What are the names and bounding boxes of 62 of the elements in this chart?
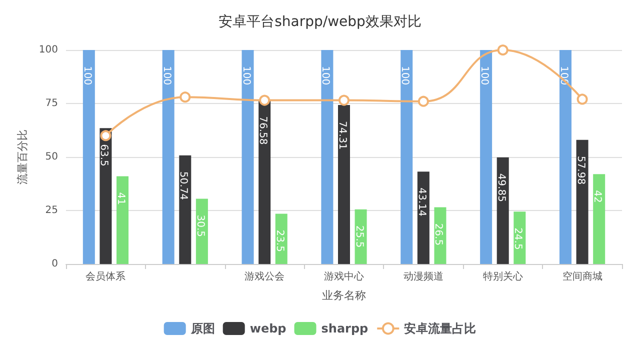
bar — [242, 50, 254, 264]
data-label: 74.31 — [336, 120, 348, 150]
bar — [258, 100, 271, 264]
point — [100, 130, 112, 142]
bar — [338, 104, 350, 264]
data-label: 100 — [240, 66, 252, 86]
chart-title: 安卓平台sharpp/webp效果对比 — [218, 14, 422, 30]
data-label: 100 — [478, 66, 490, 86]
data-label: 41 — [115, 192, 126, 205]
data-label: 42 — [592, 190, 603, 203]
x-tick-label: 游戏中心 — [324, 270, 364, 282]
bar — [593, 174, 606, 264]
point — [576, 94, 588, 105]
data-label: 30.5 — [194, 214, 206, 237]
data-label: 25.5 — [353, 225, 364, 248]
y-tick-label: 75 — [45, 98, 58, 109]
bar — [559, 50, 572, 264]
data-label: 24.5 — [512, 228, 524, 250]
data-label: 50.74 — [178, 171, 189, 200]
x-tick-label: 动漫频道 — [403, 270, 444, 282]
data-label: 100 — [160, 66, 172, 86]
bar — [179, 155, 192, 264]
data-label: 43.14 — [416, 188, 427, 216]
bar — [576, 140, 588, 264]
legend-label: webp — [250, 322, 287, 336]
bar — [496, 157, 509, 264]
y-tick-label: 100 — [38, 44, 58, 56]
data-label: 100 — [399, 66, 410, 86]
point — [180, 92, 191, 103]
point — [497, 44, 508, 56]
legend-label: 原图 — [190, 322, 215, 336]
point — [259, 94, 270, 106]
bar — [321, 50, 334, 264]
y-axis-title: 流量百分比 — [16, 130, 30, 184]
bar — [162, 50, 174, 264]
bar — [82, 50, 95, 264]
data-label: 49.85 — [495, 173, 506, 202]
point — [418, 96, 429, 107]
x-tick-label: 游戏公会 — [244, 270, 285, 282]
legend-label: sharpp — [321, 322, 369, 336]
bar — [100, 128, 112, 264]
bar — [400, 50, 413, 264]
x-tick-label: 空间商城 — [562, 270, 602, 282]
data-label: 26.5 — [432, 223, 444, 246]
x-tick-label: 特别关心 — [482, 270, 523, 282]
bar — [196, 198, 208, 264]
y-tick-label: 0 — [52, 258, 58, 270]
data-label: 23.5 — [274, 230, 285, 252]
x-axis-title: 业务名称 — [322, 289, 366, 302]
bar — [116, 176, 129, 264]
point — [338, 94, 350, 106]
data-label: 57.98 — [574, 156, 586, 185]
data-label: 100 — [81, 66, 92, 86]
y-tick-label: 50 — [45, 152, 58, 162]
legend-label: 安卓流量占比 — [404, 322, 476, 336]
y-tick-label: 25 — [45, 205, 58, 216]
data-label: 100 — [320, 66, 331, 86]
bar — [417, 172, 430, 264]
data-label: 76.58 — [257, 116, 268, 145]
x-tick-label: 会员体系 — [86, 270, 126, 282]
bar — [480, 50, 492, 264]
data-label: 63.5 — [98, 144, 110, 166]
